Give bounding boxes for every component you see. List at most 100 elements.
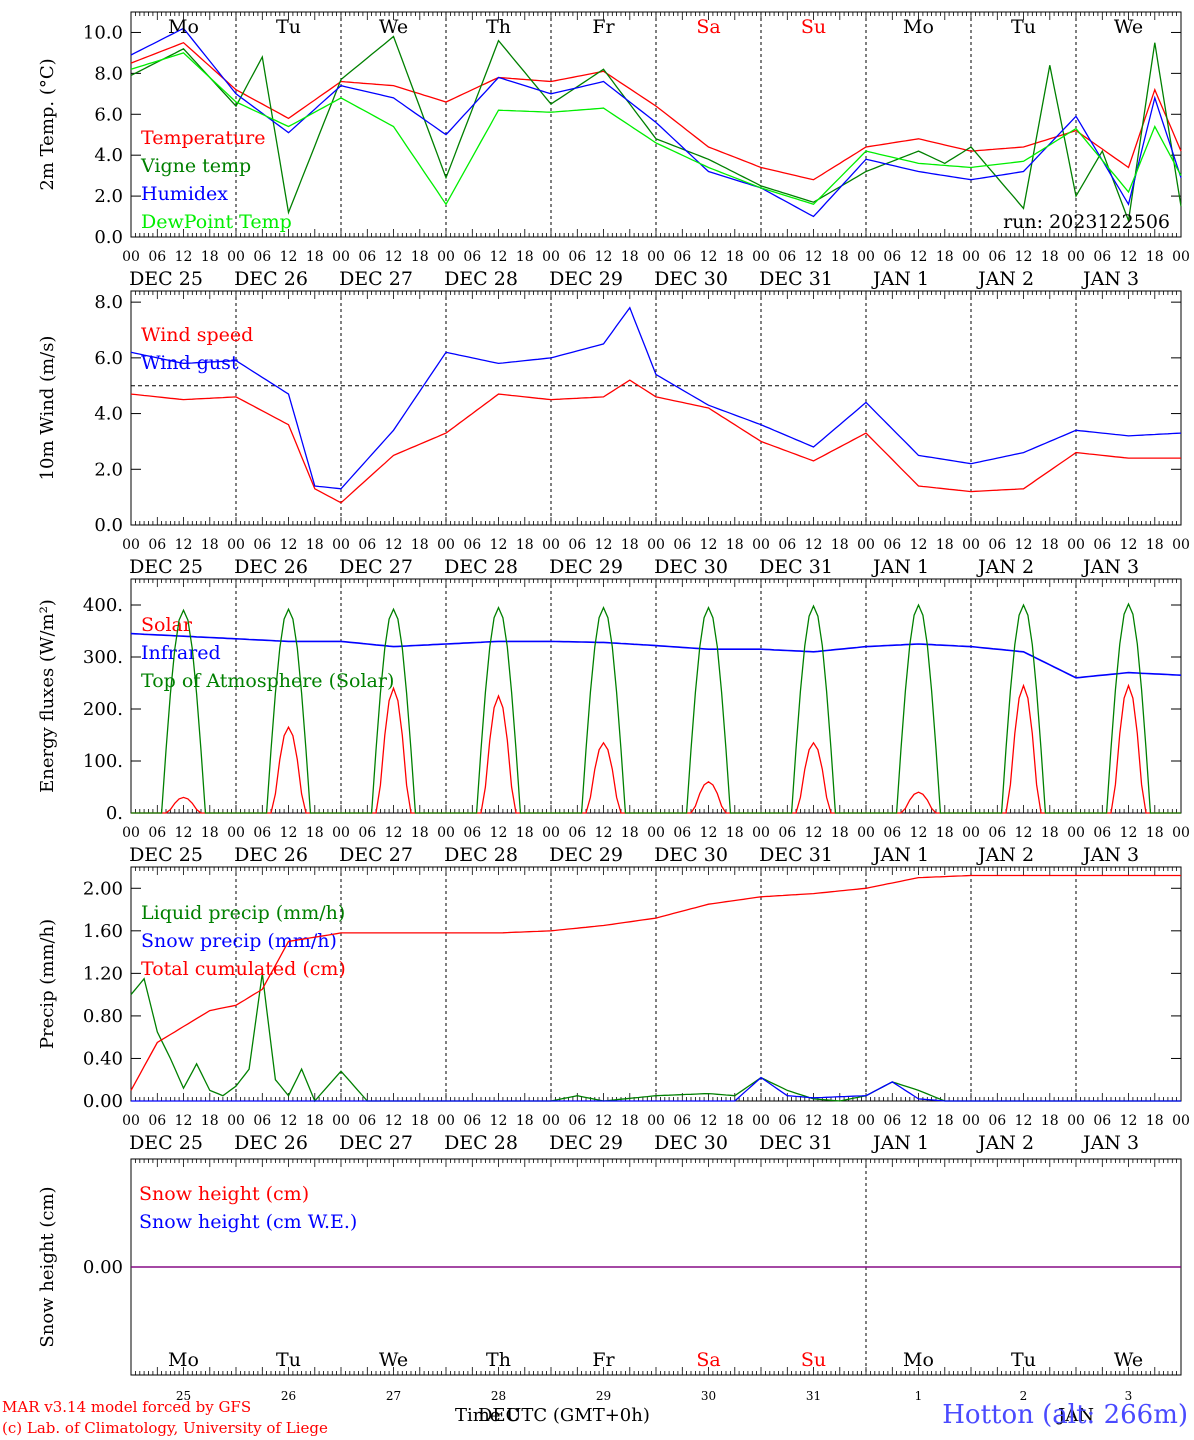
- date-label: JAN 3: [1081, 1132, 1139, 1154]
- hour-label: 00: [647, 1113, 665, 1129]
- date-label: DEC 31: [759, 844, 833, 866]
- y-tick-label: 8.0: [94, 292, 123, 313]
- credit-line-2: (c) Lab. of Climatology, University of L…: [2, 1419, 328, 1437]
- date-label: DEC 25: [129, 268, 203, 290]
- hour-label: 18: [1041, 825, 1059, 841]
- hour-label: 00: [857, 249, 875, 265]
- hour-label: 00: [437, 825, 455, 841]
- date-label: JAN 2: [976, 556, 1034, 578]
- date-label: JAN 2: [976, 844, 1034, 866]
- date-label: JAN 1: [871, 1132, 929, 1154]
- hour-label: 06: [568, 825, 586, 841]
- hour-label: 12: [910, 1113, 928, 1129]
- hour-label: 06: [148, 249, 166, 265]
- hour-label: 00: [857, 1113, 875, 1129]
- hour-label: 06: [673, 825, 691, 841]
- legend-entry: Vigne temp: [140, 155, 251, 177]
- y-tick-label: 2.00: [83, 878, 123, 899]
- hour-label: 00: [647, 825, 665, 841]
- series-line-2: [130, 35, 1182, 224]
- hour-label: 12: [805, 825, 823, 841]
- time-ticks: [130, 1159, 1182, 1375]
- hour-label: 00: [752, 537, 770, 553]
- station-label: Hotton (alt: 266m): [942, 1400, 1188, 1430]
- date-label: DEC 30: [654, 1132, 728, 1154]
- legend-entry: Liquid precip (mm/h): [141, 902, 345, 924]
- date-label: DEC 31: [759, 1132, 833, 1154]
- hour-label: 06: [778, 249, 796, 265]
- day-number-label: 1: [915, 1389, 923, 1403]
- hour-label: 06: [1093, 825, 1111, 841]
- y-tick-label: 10.0: [83, 22, 123, 43]
- weekday-label: Mo: [903, 16, 934, 38]
- weekday-label: Mo: [168, 16, 199, 38]
- hour-label: 12: [700, 825, 718, 841]
- hour-label: 00: [437, 249, 455, 265]
- hour-label: 06: [883, 249, 901, 265]
- hour-label: 12: [1015, 249, 1033, 265]
- date-label: JAN 3: [1081, 556, 1139, 578]
- hour-label: 06: [883, 1113, 901, 1129]
- y-tick-label: 100.: [83, 751, 123, 772]
- hour-label: 00: [1067, 537, 1085, 553]
- hour-label: 18: [936, 537, 954, 553]
- hour-label: 00: [122, 537, 140, 553]
- hour-label: 00: [752, 1113, 770, 1129]
- legend-entry: DewPoint Temp: [141, 211, 292, 233]
- hour-label: 12: [1120, 249, 1138, 265]
- date-label: DEC 26: [234, 844, 308, 866]
- hour-label: 06: [253, 249, 271, 265]
- hour-label: 18: [306, 825, 324, 841]
- hour-label: 12: [385, 249, 403, 265]
- date-label: DEC 29: [549, 1132, 623, 1154]
- hour-label: 00: [122, 1113, 140, 1129]
- date-label: DEC 26: [234, 268, 308, 290]
- weekday-label: Fr: [592, 16, 615, 38]
- hour-label: 18: [306, 1113, 324, 1129]
- hour-label: 00: [542, 825, 560, 841]
- hour-label: 18: [936, 249, 954, 265]
- day-number-label: 26: [281, 1389, 296, 1403]
- hour-label: 12: [175, 1113, 193, 1129]
- time-ticks: [130, 291, 1182, 525]
- hour-label: 00: [1067, 1113, 1085, 1129]
- weekday-label: Sa: [696, 16, 720, 38]
- hour-label: 06: [463, 825, 481, 841]
- legend-entry: Infrared: [141, 642, 221, 664]
- y-tick-label: 6.0: [94, 348, 123, 369]
- hour-label: 12: [1015, 825, 1033, 841]
- hour-label: 06: [883, 537, 901, 553]
- legend-entry: Snow precip (mm/h): [141, 930, 337, 952]
- weekday-label: We: [379, 1349, 408, 1371]
- hour-label: 00: [122, 249, 140, 265]
- hour-label: 18: [831, 825, 849, 841]
- hour-label: 12: [910, 825, 928, 841]
- series-line-2: [130, 306, 1182, 490]
- y-tick-label: 2.0: [94, 459, 123, 480]
- hour-label: 00: [1067, 249, 1085, 265]
- hour-label: 00: [752, 825, 770, 841]
- hour-label: 18: [1146, 1113, 1164, 1129]
- hour-label: 00: [227, 1113, 245, 1129]
- time-ticks: [130, 867, 1182, 1101]
- hour-label: 06: [778, 1113, 796, 1129]
- hour-label: 06: [988, 249, 1006, 265]
- hour-label: 18: [1041, 1113, 1059, 1129]
- hour-label: 00: [227, 825, 245, 841]
- hour-label: 18: [201, 825, 219, 841]
- hour-label: 18: [411, 537, 429, 553]
- hour-label: 18: [516, 825, 534, 841]
- hour-label: 06: [463, 1113, 481, 1129]
- date-label: DEC 26: [234, 1132, 308, 1154]
- date-label: DEC 27: [339, 844, 413, 866]
- date-label: DEC 30: [654, 268, 728, 290]
- hour-label: 00: [332, 825, 350, 841]
- legend-entry: Solar: [141, 614, 193, 636]
- hour-label: 06: [673, 249, 691, 265]
- hour-label: 00: [1172, 1113, 1190, 1129]
- y-tick-label: 0.0: [94, 227, 123, 248]
- hour-label: 18: [201, 1113, 219, 1129]
- hour-label: 00: [1067, 825, 1085, 841]
- hour-label: 00: [1172, 825, 1190, 841]
- date-label: DEC 31: [759, 268, 833, 290]
